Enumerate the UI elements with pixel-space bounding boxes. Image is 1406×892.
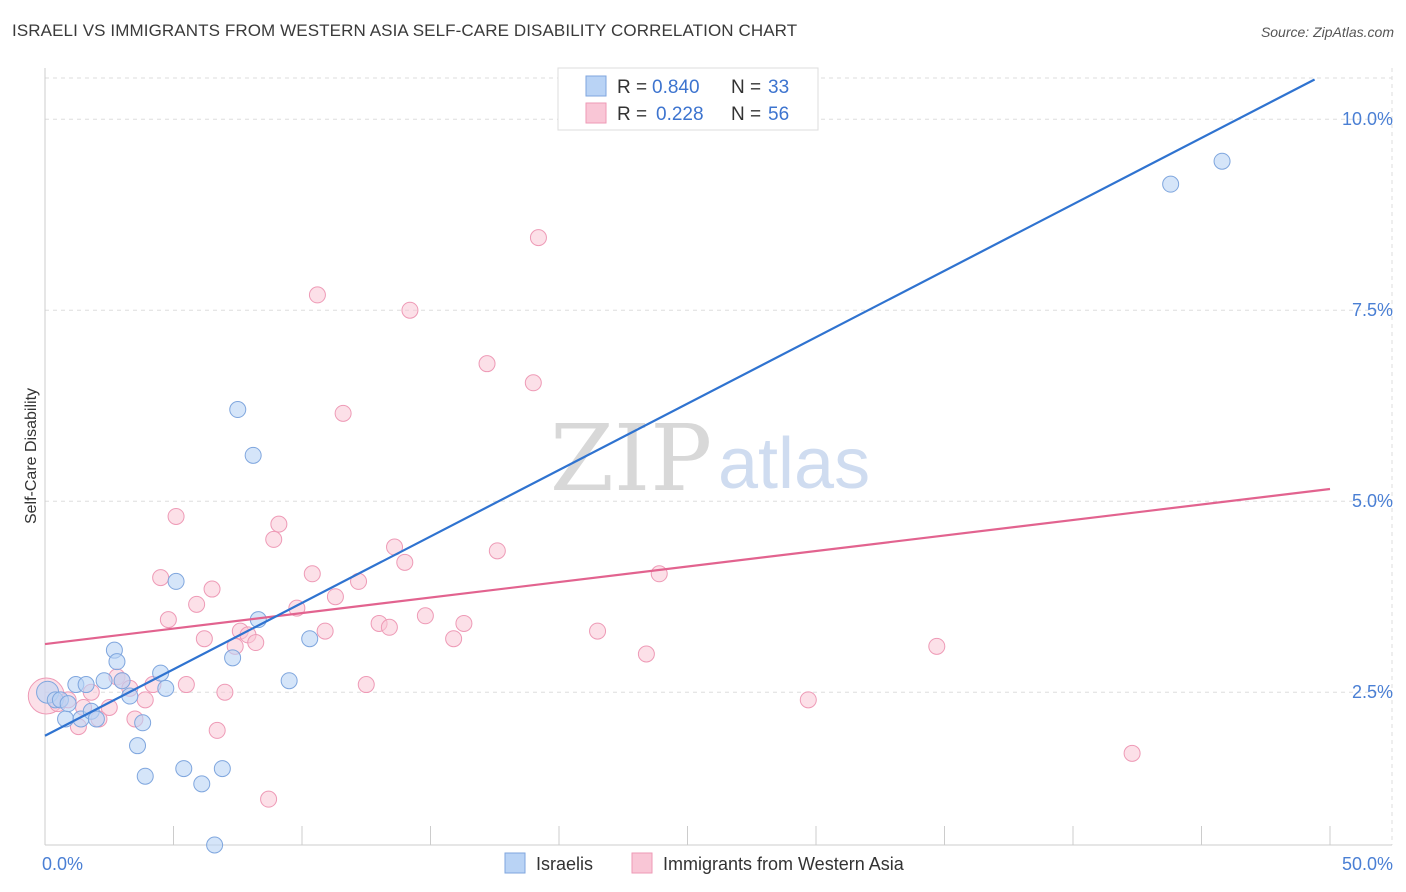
point-immigrants: [167, 507, 185, 525]
point-immigrants: [637, 645, 655, 663]
point-immigrants: [203, 580, 221, 598]
point-israelis: [113, 672, 131, 690]
point-israelis: [108, 653, 126, 671]
point-immigrants: [524, 374, 542, 392]
legend-r-label-1: R =: [617, 77, 647, 98]
point-immigrants: [308, 286, 326, 304]
axis-layer: 2.5% 5.0% 7.5% 10.0% 0.0% 50.0%: [42, 68, 1393, 874]
point-immigrants: [928, 637, 946, 655]
series-legend: Israelis Immigrants from Western Asia: [504, 852, 905, 874]
legend-n-value-1: 33: [768, 77, 789, 98]
series-israelis-points: [36, 152, 1231, 854]
point-immigrants: [136, 691, 154, 709]
point-immigrants: [478, 355, 496, 373]
point-immigrants: [195, 630, 213, 648]
bottom-legend-label-israelis: Israelis: [536, 854, 593, 874]
legend-r-value-2: 0.228: [656, 104, 704, 125]
bottom-legend-label-immigrants: Immigrants from Western Asia: [663, 854, 905, 874]
point-israelis: [280, 672, 298, 690]
point-immigrants: [401, 301, 419, 319]
watermark: ZIP atlas: [550, 405, 870, 512]
y-tick-label: 7.5%: [1352, 300, 1393, 320]
legend-n-label-2: N =: [731, 104, 761, 125]
y-tick-label: 5.0%: [1352, 491, 1393, 511]
bottom-legend-swatch-israelis: [504, 852, 526, 874]
legend-n-label-1: N =: [731, 77, 761, 98]
bottom-legend-swatch-immigrants: [631, 852, 653, 874]
point-immigrants: [188, 595, 206, 613]
point-israelis: [229, 401, 247, 419]
legend-n-value-2: 56: [768, 104, 789, 125]
point-israelis: [244, 446, 262, 464]
point-israelis: [213, 760, 231, 778]
point-immigrants: [799, 691, 817, 709]
grid-layer: [45, 68, 1393, 845]
trend-lines: [44, 78, 1331, 737]
point-immigrants: [334, 404, 352, 422]
point-immigrants: [247, 634, 265, 652]
watermark-zip: ZIP: [550, 405, 712, 512]
point-israelis: [157, 679, 175, 697]
point-israelis: [136, 767, 154, 785]
y-tick-label: 2.5%: [1352, 682, 1393, 702]
point-immigrants: [445, 630, 463, 648]
point-israelis: [1162, 175, 1180, 193]
point-immigrants: [270, 515, 288, 533]
point-immigrants: [208, 721, 226, 739]
legend-swatch-israelis: [585, 75, 607, 97]
point-immigrants: [216, 683, 234, 701]
point-immigrants: [416, 607, 434, 625]
point-immigrants: [529, 229, 547, 247]
chart-title: ISRAELI VS IMMIGRANTS FROM WESTERN ASIA …: [12, 21, 798, 40]
point-immigrants: [177, 676, 195, 694]
correlation-legend: R = 0.840 N = 33 R = 0.228 N = 56: [557, 67, 819, 131]
point-immigrants: [152, 569, 170, 587]
series-immigrants-points: [27, 229, 1141, 808]
legend-r-label-2: R =: [617, 104, 647, 125]
point-immigrants: [316, 622, 334, 640]
point-israelis: [95, 672, 113, 690]
trend-line-israelis: [44, 78, 1316, 737]
point-israelis: [1213, 152, 1231, 170]
point-israelis: [77, 676, 95, 694]
x-tick-label-start: 0.0%: [42, 854, 83, 874]
point-immigrants: [326, 588, 344, 606]
point-israelis: [224, 649, 242, 667]
chart-source: Source: ZipAtlas.com: [1260, 24, 1394, 40]
point-immigrants: [303, 565, 321, 583]
point-immigrants: [357, 676, 375, 694]
point-israelis: [129, 737, 147, 755]
point-israelis: [87, 710, 105, 728]
point-israelis: [175, 760, 193, 778]
point-immigrants: [589, 622, 607, 640]
point-immigrants: [455, 614, 473, 632]
point-immigrants: [396, 553, 414, 571]
watermark-atlas: atlas: [718, 424, 870, 504]
y-axis-title: Self-Care Disability: [23, 388, 40, 524]
point-israelis: [134, 714, 152, 732]
point-israelis: [301, 630, 319, 648]
point-immigrants: [488, 542, 506, 560]
point-israelis: [167, 572, 185, 590]
point-immigrants: [265, 530, 283, 548]
trend-line-immigrants: [44, 487, 1331, 646]
legend-swatch-immigrants: [585, 102, 607, 124]
point-israelis: [206, 836, 224, 854]
point-immigrants: [1123, 744, 1141, 762]
point-israelis: [59, 695, 77, 713]
point-israelis: [193, 775, 211, 793]
legend-r-value-1: 0.840: [652, 77, 700, 98]
x-tick-label-end: 50.0%: [1342, 854, 1393, 874]
point-immigrants: [260, 790, 278, 808]
point-immigrants: [380, 618, 398, 636]
y-tick-label: 10.0%: [1342, 109, 1393, 129]
point-immigrants: [159, 611, 177, 629]
